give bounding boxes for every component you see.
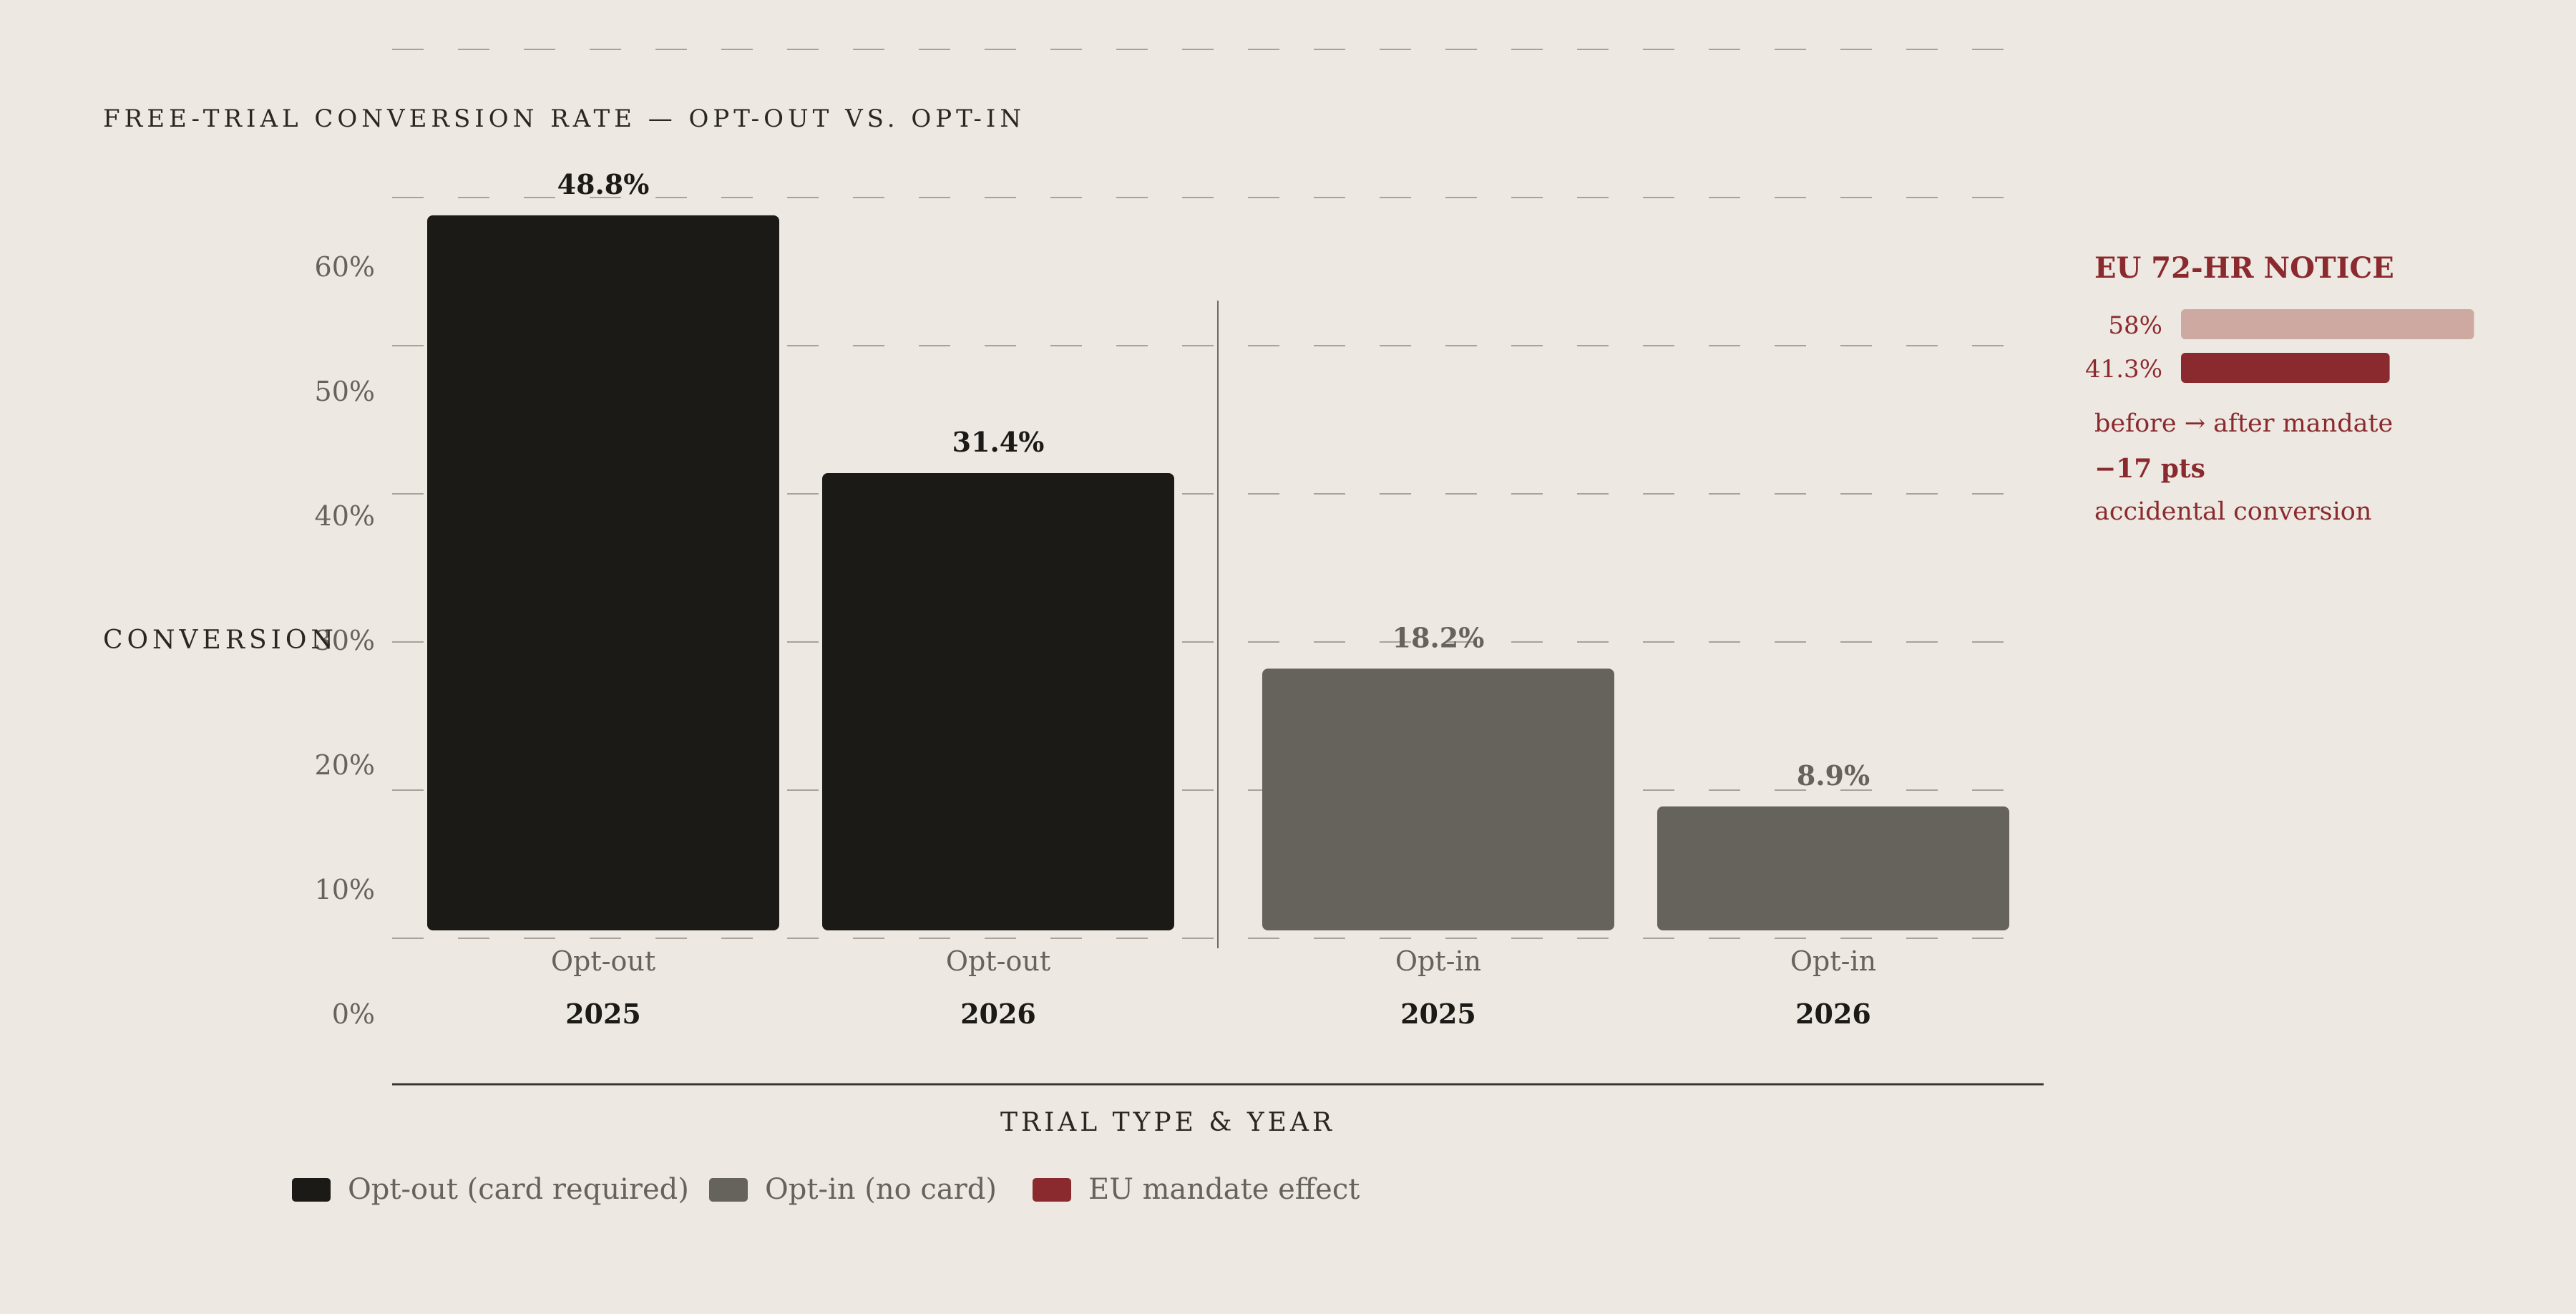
legend-swatch: [292, 1178, 331, 1202]
y-tick-label: 10%: [315, 874, 375, 905]
annotation-delta-caption: accidental conversion: [2094, 497, 2371, 526]
legend-label: EU mandate effect: [1088, 1173, 1360, 1206]
bar-value-label: 18.2%: [1392, 621, 1485, 653]
bar-opt-in-2025: [1262, 668, 1614, 930]
legend-label: Opt-in (no card): [765, 1173, 997, 1206]
y-tick-label: 0%: [332, 998, 375, 1030]
legend-swatch: [1033, 1178, 1071, 1202]
x-tick-year-label: 2026: [960, 998, 1036, 1030]
x-tick-year-label: 2026: [1795, 998, 1871, 1030]
x-tick-group-label: Opt-in: [1395, 945, 1481, 977]
bar-value-label: 8.9%: [1797, 759, 1870, 792]
y-tick-label: 20%: [315, 749, 375, 781]
bar-opt-out-2025: [427, 215, 779, 931]
chart-title: FREE-TRIAL CONVERSION RATE — OPT-OUT VS.…: [103, 104, 1026, 133]
annotation-bar-label: 41.3%: [2085, 355, 2162, 384]
legend-swatch: [709, 1178, 748, 1202]
x-tick-group-label: Opt-out: [946, 945, 1050, 977]
annotation-bar: [2181, 353, 2390, 383]
x-tick-year-label: 2025: [1400, 998, 1476, 1030]
bar-opt-in-2026: [1657, 806, 2009, 930]
bar-value-label: 48.8%: [557, 168, 650, 200]
y-tick-label: 50%: [315, 376, 375, 407]
bar-value-label: 31.4%: [952, 426, 1045, 458]
x-tick-group-label: Opt-in: [1790, 945, 1876, 977]
x-tick-year-label: 2025: [565, 998, 641, 1030]
y-tick-label: 60%: [315, 251, 375, 283]
bar-opt-out-2026: [822, 473, 1174, 930]
y-axis-label: CONVERSION: [103, 626, 338, 655]
y-tick-label: 30%: [315, 625, 375, 656]
x-tick-group-label: Opt-out: [551, 945, 655, 977]
annotation-bar: [2181, 309, 2474, 339]
legend-label: Opt-out (card required): [348, 1173, 689, 1206]
annotation-title: EU 72-HR NOTICE: [2094, 251, 2394, 285]
annotation-bar-label: 58%: [2108, 311, 2162, 340]
annotation-delta: −17 pts: [2094, 454, 2205, 484]
annotation-caption: before → after mandate: [2094, 409, 2393, 438]
x-axis-label: TRIAL TYPE & YEAR: [1000, 1108, 1335, 1137]
y-tick-label: 40%: [315, 500, 375, 532]
